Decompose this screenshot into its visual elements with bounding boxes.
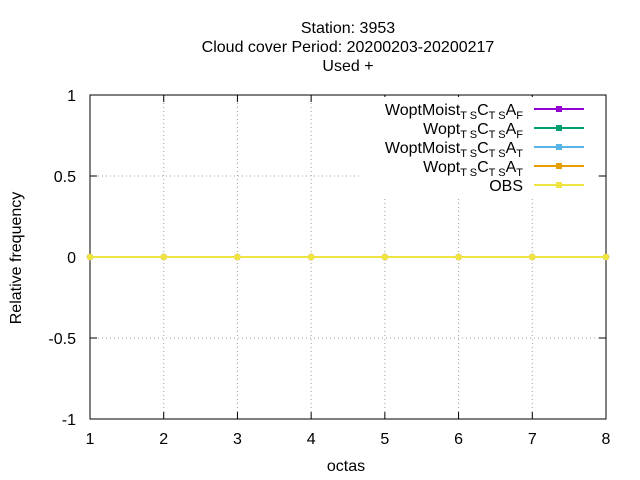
legend-swatch-marker — [556, 182, 562, 188]
legend-label-text: C — [477, 159, 489, 176]
legend-label: WoptMoistT SCT SAT — [385, 140, 523, 160]
legend-label-subscript: T S — [489, 167, 506, 179]
legend-label-subscript: T S — [460, 167, 477, 179]
legend-label-text: C — [477, 121, 489, 138]
data-point — [529, 253, 536, 261]
data-point — [455, 253, 462, 261]
y-tick-label: 1 — [67, 88, 76, 105]
y-tick-label: -1 — [62, 412, 76, 429]
legend-label-subscript: T — [516, 167, 523, 179]
legend-label: WoptT SCT SAT — [423, 159, 523, 179]
x-tick-label: 7 — [528, 431, 537, 448]
legend-label-subscript: T S — [460, 110, 477, 122]
title-line: Station: 3953 — [301, 20, 395, 37]
data-point — [602, 253, 610, 261]
legend-label-subscript: T S — [489, 110, 506, 122]
legend-label-text: A — [506, 140, 517, 157]
legend-label-text: Wopt — [423, 159, 461, 176]
title-line: Used + — [322, 58, 373, 75]
x-tick-label: 1 — [86, 431, 95, 448]
legend-label-text: C — [477, 140, 489, 157]
x-tick-label: 6 — [454, 431, 463, 448]
legend-label-text: A — [506, 102, 517, 119]
legend-label-text: WoptMoist — [385, 140, 461, 157]
legend-label: WoptMoistT SCT SAF — [385, 102, 523, 122]
legend-label-text: A — [506, 121, 517, 138]
series-group — [86, 253, 610, 261]
y-tick-label: 0 — [67, 250, 76, 267]
legend-label-text: C — [477, 102, 489, 119]
legend-label-subscript: F — [516, 129, 523, 141]
legend-label-text: WoptMoist — [385, 102, 461, 119]
x-tick-label: 8 — [602, 431, 611, 448]
legend-label-subscript: T S — [460, 129, 477, 141]
y-tick-label: 0.5 — [54, 169, 76, 186]
x-axis-label: octas — [327, 458, 365, 475]
legend-label-subscript: T — [516, 148, 523, 160]
legend-label: WoptT SCT SAF — [423, 121, 523, 141]
x-tick-label: 2 — [159, 431, 168, 448]
data-point — [86, 253, 94, 261]
legend-label: OBS — [489, 178, 523, 195]
legend-label-subscript: T S — [489, 129, 506, 141]
legend-label-subscript: F — [516, 110, 523, 122]
legend-swatch-marker — [556, 144, 562, 150]
x-tick-label: 3 — [233, 431, 242, 448]
legend-swatch-marker — [556, 125, 562, 131]
y-axis-label: Relative frequency — [8, 192, 25, 325]
title-line: Cloud cover Period: 20200203-20200217 — [202, 39, 495, 56]
legend-label-text: Wopt — [423, 121, 461, 138]
data-point — [381, 253, 389, 261]
legend-label-subscript: T S — [460, 148, 477, 160]
x-tick-label: 4 — [307, 431, 316, 448]
legend-label-subscript: T S — [489, 148, 506, 160]
x-tick-label: 5 — [380, 431, 389, 448]
data-point — [307, 253, 315, 261]
chart-title: Station: 3953 Cloud cover Period: 2020020… — [202, 20, 495, 75]
data-point — [160, 253, 167, 261]
legend-swatch-marker — [556, 163, 562, 169]
y-tick-label: -0.5 — [48, 331, 76, 348]
legend-label-text: A — [506, 159, 517, 176]
data-point — [234, 253, 241, 261]
legend-label-text: OBS — [489, 178, 523, 195]
legend-swatch-marker — [556, 106, 562, 112]
